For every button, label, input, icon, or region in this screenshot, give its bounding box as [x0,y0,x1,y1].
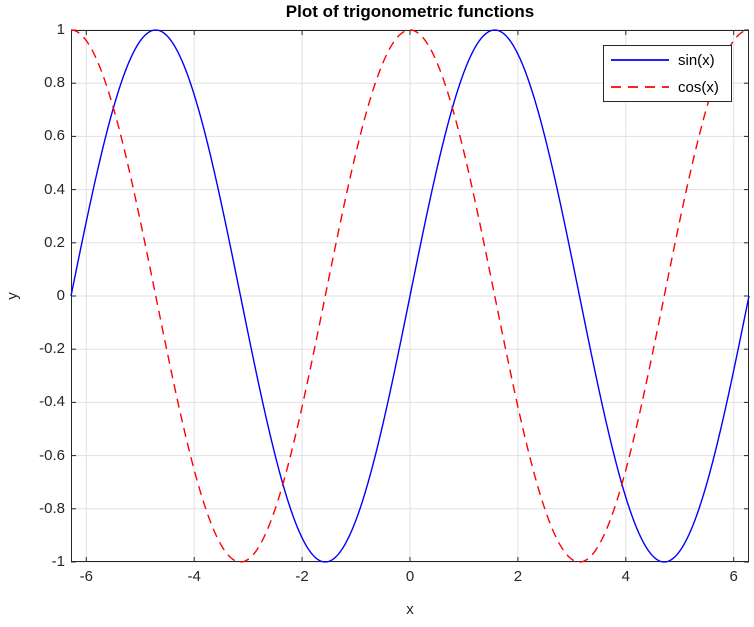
legend: sin(x) cos(x) [603,45,732,102]
legend-label-sin: sin(x) [678,51,715,69]
chart-title: Plot of trigonometric functions [285,2,535,21]
legend-item-sin: sin(x) [604,47,731,74]
legend-line-sample-cos [611,86,669,88]
x-axis-label: x [406,601,414,618]
legend-item-cos: cos(x) [604,74,731,101]
curve-sin [70,29,750,563]
y-axis-label: y [3,292,21,300]
curve-cos [70,29,750,563]
legend-line-sample-sin [611,59,669,61]
legend-label-cos: cos(x) [678,78,719,96]
